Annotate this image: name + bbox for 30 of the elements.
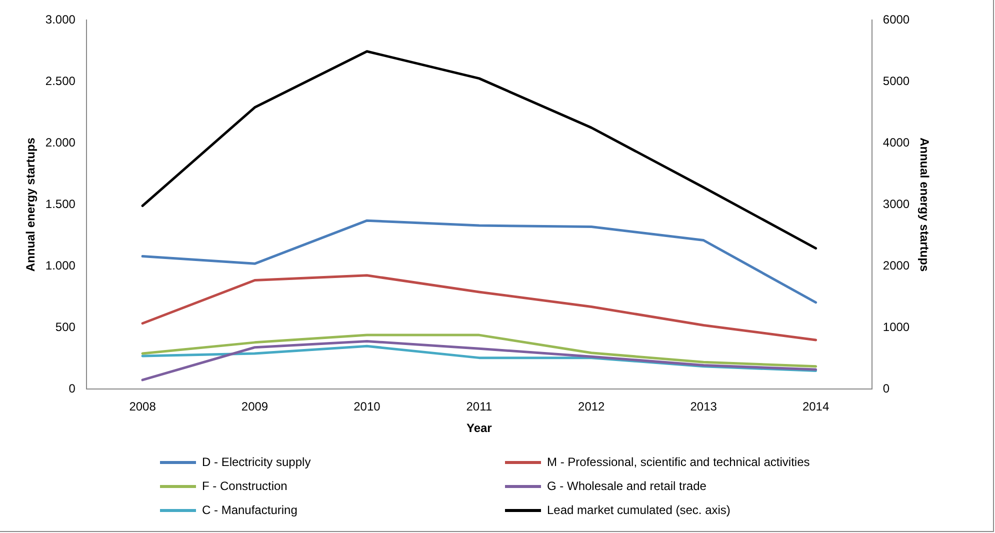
y2-tick-label: 1000 — [882, 320, 910, 334]
x-axis-title: Year — [466, 421, 492, 436]
y-tick-label: 1.500 — [45, 196, 76, 211]
y-tick-label: 0 — [68, 382, 76, 396]
legend-label: M - Professional, scientific and technical activities — [547, 455, 810, 469]
y-tick-label: 1.000 — [45, 258, 76, 272]
legend-label: Lead market cumulated (sec. axis) — [547, 503, 730, 517]
x-tick-label: 2012 — [578, 400, 606, 414]
y2-tick-label: 4000 — [882, 135, 910, 150]
legend-label: F - Construction — [202, 479, 288, 493]
x-tick-label: 2014 — [802, 400, 830, 414]
y2-tick-label: 0 — [882, 382, 890, 396]
y2-axis-title: Annual energy startups — [917, 138, 932, 272]
y2-tick-label: 3000 — [882, 196, 910, 211]
x-tick-label: 2013 — [690, 400, 718, 414]
y2-tick-label: 5000 — [882, 74, 910, 88]
y-tick-label: 500 — [55, 320, 76, 334]
y-tick-label: 2.000 — [45, 135, 76, 150]
x-tick-label: 2008 — [129, 400, 156, 414]
y-tick-label: 3.000 — [45, 12, 76, 26]
y-tick-label: 2.500 — [45, 74, 76, 88]
y-axis-title: Annual energy startups — [24, 137, 38, 272]
y2-tick-label: 2000 — [882, 258, 910, 272]
x-tick-label: 2010 — [354, 400, 381, 414]
x-tick-label: 2009 — [241, 400, 268, 414]
legend-label: G - Wholesale and retail trade — [547, 479, 706, 493]
legend-label: C - Manufacturing — [202, 503, 298, 517]
y2-tick-label: 6000 — [882, 12, 910, 26]
x-tick-label: 2011 — [466, 400, 492, 414]
legend-label: D - Electricity supply — [202, 455, 311, 469]
